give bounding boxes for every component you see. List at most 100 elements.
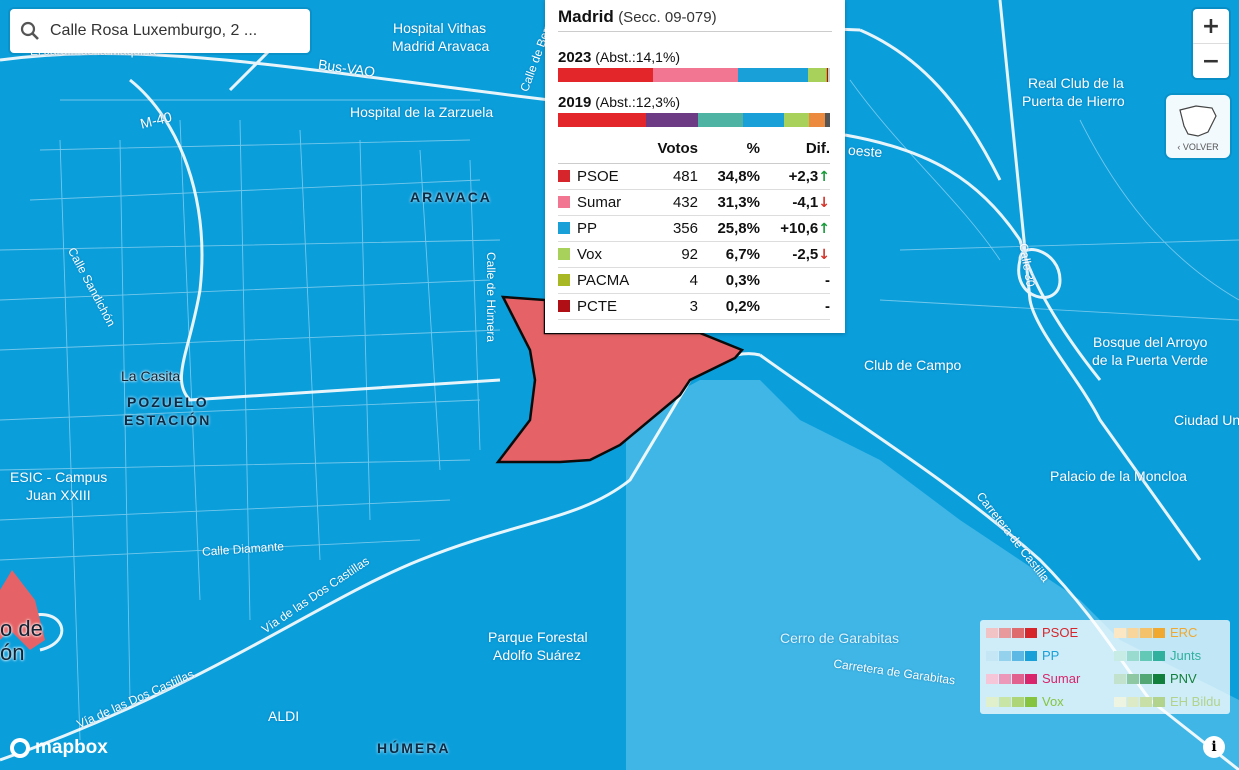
legend-chip <box>1025 650 1037 661</box>
info-icon: i <box>1211 739 1217 755</box>
legend-chip <box>1140 673 1152 684</box>
legend-chip <box>1127 673 1139 684</box>
map-label: ALDI <box>268 708 300 724</box>
legend-chip <box>1025 696 1037 707</box>
legend-chip <box>986 696 998 707</box>
party-swatch <box>558 170 570 182</box>
legend-chip <box>1114 696 1126 707</box>
dif-cell: +2,3↑ <box>760 163 830 190</box>
search-icon[interactable] <box>10 9 50 53</box>
table-row[interactable]: PCTE 3 0,2% - <box>558 293 830 320</box>
vote-bar-segment <box>558 113 647 127</box>
dif-value: -4,1 <box>792 194 819 211</box>
zoom-out-button[interactable]: − <box>1193 44 1229 78</box>
dif-cell: - <box>760 267 830 294</box>
legend-chip <box>1140 650 1152 661</box>
vote-bar-segment <box>784 113 810 127</box>
votos-cell: 481 <box>648 163 698 190</box>
results-table: Votos % Dif. PSOE 481 34,8% +2,3↑ Sumar 432 31… <box>558 138 830 320</box>
legend-chip <box>1114 673 1126 684</box>
pct-cell: 34,8% <box>698 163 760 190</box>
legend-chip <box>986 627 998 638</box>
map-label: Real Club de la <box>1028 75 1124 91</box>
legend-chip <box>1025 673 1037 684</box>
arrow-down-icon: ↓ <box>818 247 830 263</box>
search-input[interactable] <box>50 22 290 40</box>
dif-value: -2,5 <box>792 246 819 263</box>
legend-chip <box>1127 650 1139 661</box>
party-name: PCTE <box>577 298 618 315</box>
pct-cell: 0,3% <box>698 267 760 294</box>
party-swatch <box>558 274 570 286</box>
dif-value: - <box>825 272 830 289</box>
mapbox-logo[interactable]: mapbox <box>8 736 108 760</box>
legend-label: PSOE <box>1042 625 1079 640</box>
legend-item: PSOE <box>986 625 1078 640</box>
legend-item: Junts <box>1114 648 1201 663</box>
legend-label: EH Bildu <box>1170 694 1221 709</box>
map-label: POZUELO <box>127 394 209 410</box>
vote-bar-segment <box>698 113 743 127</box>
legend-gradient <box>1114 650 1166 661</box>
spain-map-icon <box>1179 104 1217 137</box>
col-pct: % <box>698 138 760 164</box>
col-votos: Votos <box>648 138 698 164</box>
map-label: Adolfo Suárez <box>493 647 581 663</box>
legend-gradient <box>1114 696 1166 707</box>
table-row[interactable]: PP 356 25,8% +10,6↑ <box>558 215 830 242</box>
party-cell: PCTE <box>558 293 648 320</box>
mapbox-wordmark: mapbox <box>35 737 108 758</box>
table-row[interactable]: Sumar 432 31,3% -4,1↓ <box>558 189 830 216</box>
year-2019-label: 2019 <box>558 94 592 111</box>
vote-bar-segment <box>826 68 828 82</box>
map-legend: PSOE ERC PP Junts Sumar PNV Vox EH Bildu <box>980 620 1230 714</box>
section-code: (Secc. 09-079) <box>618 9 717 26</box>
legend-chip <box>999 673 1011 684</box>
vote-bar-segment <box>742 113 784 127</box>
legend-gradient <box>1114 673 1166 684</box>
neighbor-section-polygon[interactable] <box>0 570 45 650</box>
selected-section-polygon[interactable] <box>495 295 745 464</box>
map-label: de la Puerta Verde <box>1092 352 1208 368</box>
zoom-control: + − <box>1193 9 1229 78</box>
zoom-in-button[interactable]: + <box>1193 9 1229 43</box>
party-name: PACMA <box>577 272 630 289</box>
vote-bar-segment <box>826 68 827 82</box>
legend-label: PP <box>1042 648 1060 663</box>
pct-cell: 0,2% <box>698 293 760 320</box>
legend-gradient <box>1114 627 1166 638</box>
legend-label: PNV <box>1170 671 1197 686</box>
legend-item: PP <box>986 648 1059 663</box>
year-2023-row: 2023 (Abst.:14,1%) <box>558 49 832 66</box>
party-name: PSOE <box>577 168 619 185</box>
table-row[interactable]: PACMA 4 0,3% - <box>558 267 830 294</box>
party-cell: PACMA <box>558 267 648 294</box>
map-label: Club de Campo <box>864 357 962 373</box>
arrow-down-icon: ↓ <box>818 195 830 211</box>
map-label: Ciudad Un <box>1174 412 1239 428</box>
info-button[interactable]: i <box>1203 736 1225 758</box>
table-row[interactable]: PSOE 481 34,8% +2,3↑ <box>558 163 830 190</box>
votos-cell: 432 <box>648 189 698 216</box>
map-label: ESIC - Campus <box>10 469 108 485</box>
search-box[interactable] <box>10 9 310 53</box>
dif-value: +10,6 <box>780 220 819 237</box>
volver-button[interactable]: ‹ VOLVER <box>1166 95 1230 158</box>
legend-chip <box>999 696 1011 707</box>
map-label: ARAVACA <box>410 189 492 205</box>
votos-cell: 3 <box>648 293 698 320</box>
dif-cell: -2,5↓ <box>760 241 830 268</box>
map-label: Madrid Aravaca <box>392 38 490 54</box>
table-row[interactable]: Vox 92 6,7% -2,5↓ <box>558 241 830 268</box>
vote-bar-segment <box>824 113 830 127</box>
legend-chip <box>986 650 998 661</box>
mapbox-icon <box>10 738 30 758</box>
vote-bar-segment <box>558 68 653 82</box>
dif-cell: +10,6↑ <box>760 215 830 242</box>
results-panel: Madrid (Secc. 09-079) 2023 (Abst.:14,1%)… <box>545 0 845 333</box>
map-label: Bosque del Arroyo <box>1093 334 1208 350</box>
panel-header: Madrid (Secc. 09-079) <box>558 7 832 32</box>
vote-bar-segment <box>807 68 827 82</box>
legend-chip <box>986 673 998 684</box>
legend-label: Vox <box>1042 694 1064 709</box>
